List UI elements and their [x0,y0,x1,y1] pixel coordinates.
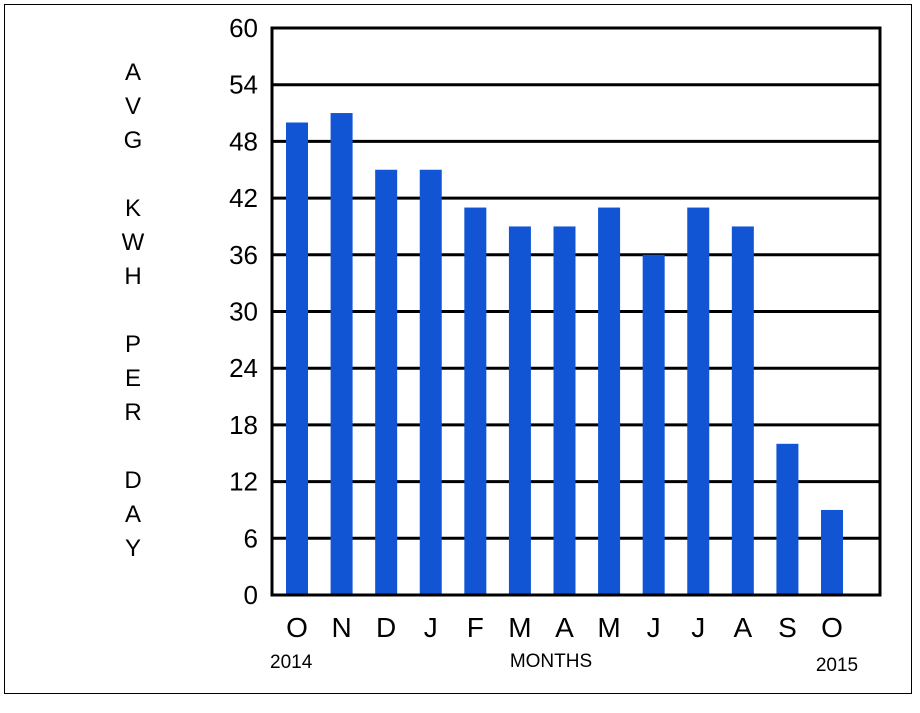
y-tick-label: 54 [229,70,258,100]
x-tick-label: J [424,612,438,643]
bar [419,169,442,595]
end-year-label: 2015 [816,655,858,676]
bar [642,254,665,596]
bar [375,169,398,595]
bar [598,207,621,596]
y-axis-label-letter: V [125,93,141,120]
y-axis-label-letter: A [125,59,141,86]
y-tick-label: 30 [229,297,258,327]
y-tick-label: 36 [229,240,258,270]
bars [286,113,843,596]
y-axis-label-letter: K [125,195,141,222]
bar [731,226,754,595]
y-tick-label: 24 [229,353,258,383]
y-axis-label-letter: D [124,467,141,494]
x-tick-label: O [286,612,308,643]
bar [553,226,576,595]
y-axis-label-letter: P [125,331,141,358]
chart-frame [4,4,912,694]
y-tick-label: 0 [244,580,258,610]
x-tick-label: O [821,612,843,643]
y-tick-label: 12 [229,467,258,497]
y-tick-labels: 0 6 12 18 24 30 36 42 48 54 60 [229,13,258,610]
x-tick-label: D [376,612,396,643]
y-tick-label: 42 [229,183,258,213]
y-tick-label: 18 [229,410,258,440]
x-tick-label: M [597,612,620,643]
bar [464,207,487,596]
bar [776,443,799,595]
y-axis-label-letter: R [124,399,141,426]
y-tick-label: 48 [229,126,258,156]
y-tick-label: 6 [244,523,258,553]
x-tick-label: N [331,612,351,643]
y-axis-label-letter: W [122,229,145,256]
x-tick-label: M [508,612,531,643]
y-axis-label-letter: Y [125,535,141,562]
bar [508,226,531,595]
y-tick-label: 60 [229,13,258,43]
start-year-label: 2014 [270,652,313,673]
x-axis-label: MONTHS [510,651,592,672]
bar [687,207,710,596]
x-tick-label: A [733,612,752,643]
y-axis-label-letter: H [124,263,141,290]
bar [286,122,308,595]
x-tick-label: S [778,612,797,643]
y-axis-label-letter: E [125,365,141,392]
x-tick-label: J [691,612,705,643]
x-tick-label: J [647,612,661,643]
plot-area-border [270,26,882,597]
y-axis-label-letter: G [124,127,143,154]
x-tick-label: A [555,612,574,643]
bar [821,509,843,595]
y-axis-label-letter: A [125,501,141,528]
x-tick-label: F [467,612,484,643]
bar [330,113,353,596]
